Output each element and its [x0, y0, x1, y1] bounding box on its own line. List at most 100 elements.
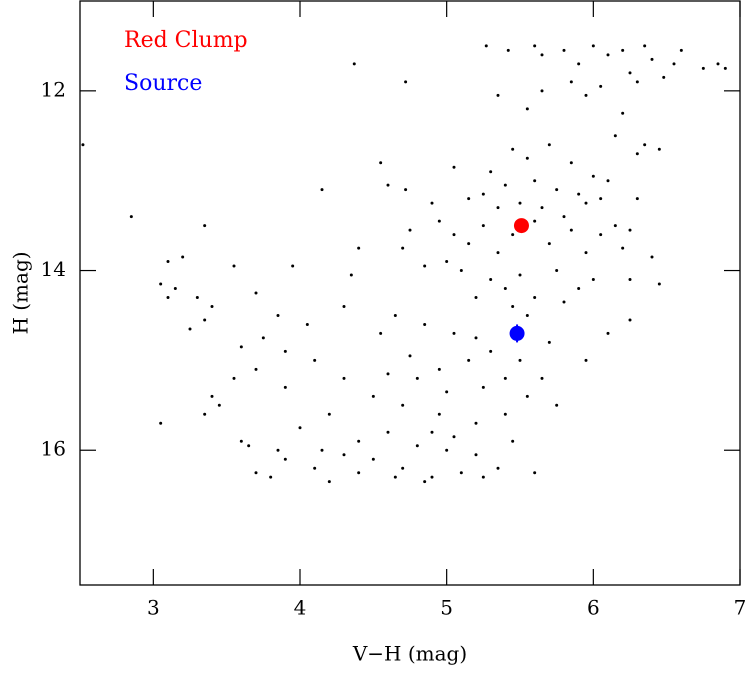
star-point — [518, 201, 522, 205]
star-point — [518, 358, 522, 362]
star-point — [342, 453, 346, 457]
star-point — [210, 394, 214, 398]
star-point — [379, 331, 383, 335]
star-point — [217, 403, 221, 407]
star-point — [313, 466, 317, 470]
star-point — [613, 134, 617, 138]
star-point — [511, 439, 515, 443]
star-point — [401, 246, 405, 250]
star-point — [628, 278, 632, 282]
y-tick-label: 12 — [41, 77, 66, 101]
star-point — [254, 291, 258, 295]
star-point — [525, 107, 529, 111]
star-point — [562, 215, 566, 219]
star-point — [467, 197, 471, 201]
star-point — [393, 475, 397, 479]
star-point — [261, 336, 265, 340]
star-point — [496, 206, 500, 210]
star-point — [591, 278, 595, 282]
star-point — [276, 448, 280, 452]
star-point — [452, 165, 456, 169]
x-tick-label: 3 — [147, 596, 160, 620]
star-point — [474, 453, 478, 457]
star-point — [459, 269, 463, 273]
star-point — [562, 48, 566, 52]
star-point — [283, 457, 287, 461]
star-point — [547, 143, 551, 147]
star-point — [643, 44, 647, 48]
star-point — [489, 278, 493, 282]
star-point — [496, 466, 500, 470]
star-point — [291, 264, 295, 268]
star-point — [81, 143, 85, 147]
star-point — [503, 376, 507, 380]
star-point — [166, 260, 170, 264]
star-point — [415, 444, 419, 448]
star-point — [423, 480, 427, 484]
star-point — [195, 295, 199, 299]
star-point — [386, 372, 390, 376]
star-point — [584, 251, 588, 255]
star-point — [371, 457, 375, 461]
star-point — [489, 349, 493, 353]
star-point — [621, 111, 625, 115]
star-point — [320, 448, 324, 452]
star-point — [357, 439, 361, 443]
star-point — [430, 201, 434, 205]
star-point — [203, 318, 207, 322]
star-point — [635, 152, 639, 156]
star-point — [662, 75, 666, 79]
star-point — [283, 385, 287, 389]
star-point — [232, 376, 236, 380]
star-point — [342, 304, 346, 308]
star-point — [408, 228, 412, 232]
star-point — [276, 313, 280, 317]
star-point — [533, 471, 537, 475]
star-point — [635, 197, 639, 201]
star-point — [511, 304, 515, 308]
star-point — [415, 376, 419, 380]
star-point — [173, 287, 177, 291]
star-point — [547, 242, 551, 246]
star-point — [503, 183, 507, 187]
star-point — [357, 471, 361, 475]
star-point — [386, 430, 390, 434]
star-point — [650, 255, 654, 259]
star-point — [474, 421, 478, 425]
star-point — [518, 273, 522, 277]
star-point — [511, 233, 515, 237]
star-point — [452, 435, 456, 439]
star-point — [254, 471, 258, 475]
star-point — [352, 62, 356, 66]
star-point — [239, 439, 243, 443]
star-point — [547, 340, 551, 344]
star-point — [650, 57, 654, 61]
star-point — [423, 264, 427, 268]
star-point — [313, 358, 317, 362]
x-tick-label: 7 — [734, 596, 747, 620]
star-point — [166, 295, 170, 299]
star-point — [342, 376, 346, 380]
star-point — [445, 390, 449, 394]
star-point — [525, 313, 529, 317]
star-point — [379, 161, 383, 165]
star-point — [247, 444, 251, 448]
star-point — [481, 475, 485, 479]
star-point — [555, 269, 559, 273]
star-point — [305, 322, 309, 326]
star-point — [606, 331, 610, 335]
star-point — [393, 313, 397, 317]
star-point — [540, 53, 544, 57]
star-point — [474, 336, 478, 340]
star-point — [203, 412, 207, 416]
star-point — [672, 62, 676, 66]
x-tick-label: 6 — [587, 596, 600, 620]
star-point — [503, 287, 507, 291]
star-point — [577, 192, 581, 196]
star-point — [591, 44, 595, 48]
star-point — [584, 201, 588, 205]
star-point — [445, 448, 449, 452]
star-point — [401, 403, 405, 407]
star-point — [606, 179, 610, 183]
